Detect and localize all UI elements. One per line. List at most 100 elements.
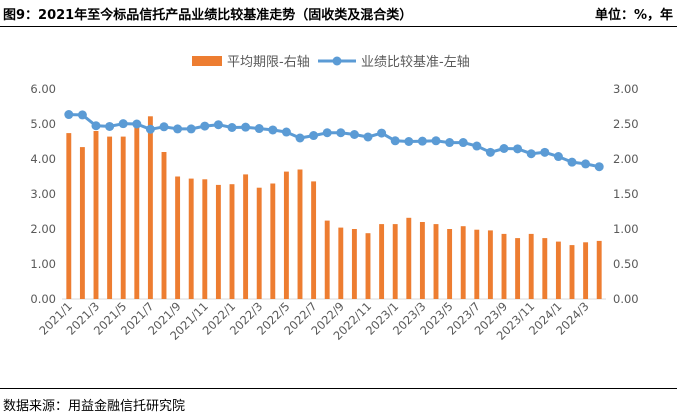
point-benchmark [458,138,468,148]
y-left-tick-label: 1.00 [30,257,56,271]
point-benchmark [91,121,101,131]
point-benchmark [268,125,278,135]
point-benchmark [445,138,455,148]
bar-average-term [283,171,289,299]
bar-average-term [515,238,521,299]
bar-average-term [134,124,140,299]
point-benchmark [281,127,291,137]
bar-average-term [419,222,425,299]
bar-average-term [338,227,344,299]
bar-average-term [351,229,357,299]
point-benchmark [227,123,237,132]
data-source: 数据来源：用益金融信托研究院 [3,399,186,414]
bar-average-term [501,233,507,299]
bar-average-term [392,224,398,299]
point-benchmark [254,124,264,134]
y-left-tick-label: 6.00 [30,82,56,96]
point-benchmark [159,122,169,132]
bar-average-term [297,169,303,299]
point-benchmark [363,132,373,142]
bar-average-term [365,233,371,299]
point-benchmark [377,128,387,138]
point-benchmark [567,157,577,167]
legend-swatch-bar [192,56,222,66]
bar-average-term [596,240,602,299]
legend-label-line: 业绩比较基准-左轴 [361,55,470,70]
bar-average-term [542,238,548,299]
bar-average-term [270,183,276,299]
bar-average-term [243,174,249,299]
point-benchmark [186,124,196,134]
point-benchmark [581,159,591,169]
bar-average-term [460,226,466,299]
bar-average-term [79,147,85,299]
point-benchmark [105,121,115,131]
point-benchmark [200,121,210,131]
bar-average-term [120,136,126,299]
y-left-tick-label: 0.00 [30,292,56,306]
bar-average-term [161,152,167,299]
combo-chart: 平均期限-右轴 业绩比较基准-左轴 0.00 1.00 2.00 3.00 4.00 5.00… [30,55,639,343]
point-benchmark [540,147,550,157]
y-right-tick-label: 1.50 [613,187,639,201]
point-benchmark [553,152,563,162]
bar-average-term [311,181,317,299]
bar-average-term [66,133,72,299]
point-benchmark [472,141,482,151]
point-benchmark [64,110,74,120]
figure-header: 图9：2021年至今标品信托产品业绩比较基准走势（固收类及混合类） 单位：%，年 [0,0,677,27]
point-benchmark [417,136,427,146]
bar-average-term [229,184,235,299]
bar-average-term [474,229,480,299]
point-benchmark [213,120,223,130]
figure-footer: 数据来源：用益金融信托研究院 [0,388,677,414]
point-benchmark [322,128,332,138]
y-right-tick-label: 0.50 [613,257,639,271]
point-benchmark [241,122,251,132]
bar-average-term [583,242,589,299]
legend-marker-line [332,56,342,66]
point-benchmark [173,124,183,134]
bar-average-term [487,230,493,299]
point-benchmark [390,136,400,146]
bar-average-term [93,131,99,299]
unit-label: 单位：%，年 [594,8,673,23]
bar-average-term [555,241,561,299]
y-left-tick-label: 5.00 [30,117,56,131]
y-right-tick-label: 1.00 [613,222,639,236]
y-left-tick-label: 3.00 [30,187,56,201]
bar-average-term [256,187,262,299]
bar-average-term [528,233,534,299]
bar-average-term [447,229,453,299]
point-benchmark [336,128,346,138]
point-benchmark [349,130,359,139]
bar-average-term [324,220,330,299]
bar-average-term [175,176,181,299]
bar-average-term [202,179,208,299]
y-right-tick-label: 2.50 [613,117,639,131]
y-left-tick-label: 4.00 [30,152,56,166]
bar-average-term [569,245,575,299]
bar-average-term [433,224,439,299]
point-benchmark [77,110,87,120]
point-benchmark [145,124,155,134]
point-benchmark [431,136,441,146]
y-left-tick-label: 2.00 [30,222,56,236]
bar-average-term [215,184,221,299]
bar-average-term [406,217,412,299]
bar-average-term [107,136,113,299]
point-benchmark [295,133,305,143]
bar-average-term [188,178,194,299]
point-benchmark [513,144,523,154]
y-right-tick-label: 3.00 [613,82,639,96]
point-benchmark [118,119,128,129]
line-benchmark [68,113,600,169]
point-benchmark [404,137,414,146]
figure-title: 图9：2021年至今标品信托产品业绩比较基准走势（固收类及混合类） [3,8,413,23]
point-benchmark [499,144,509,153]
point-benchmark [309,131,319,141]
bar-average-term [379,224,385,299]
point-benchmark [526,149,536,159]
bar-average-term [147,116,153,299]
legend-label-bar: 平均期限-右轴 [227,55,310,70]
